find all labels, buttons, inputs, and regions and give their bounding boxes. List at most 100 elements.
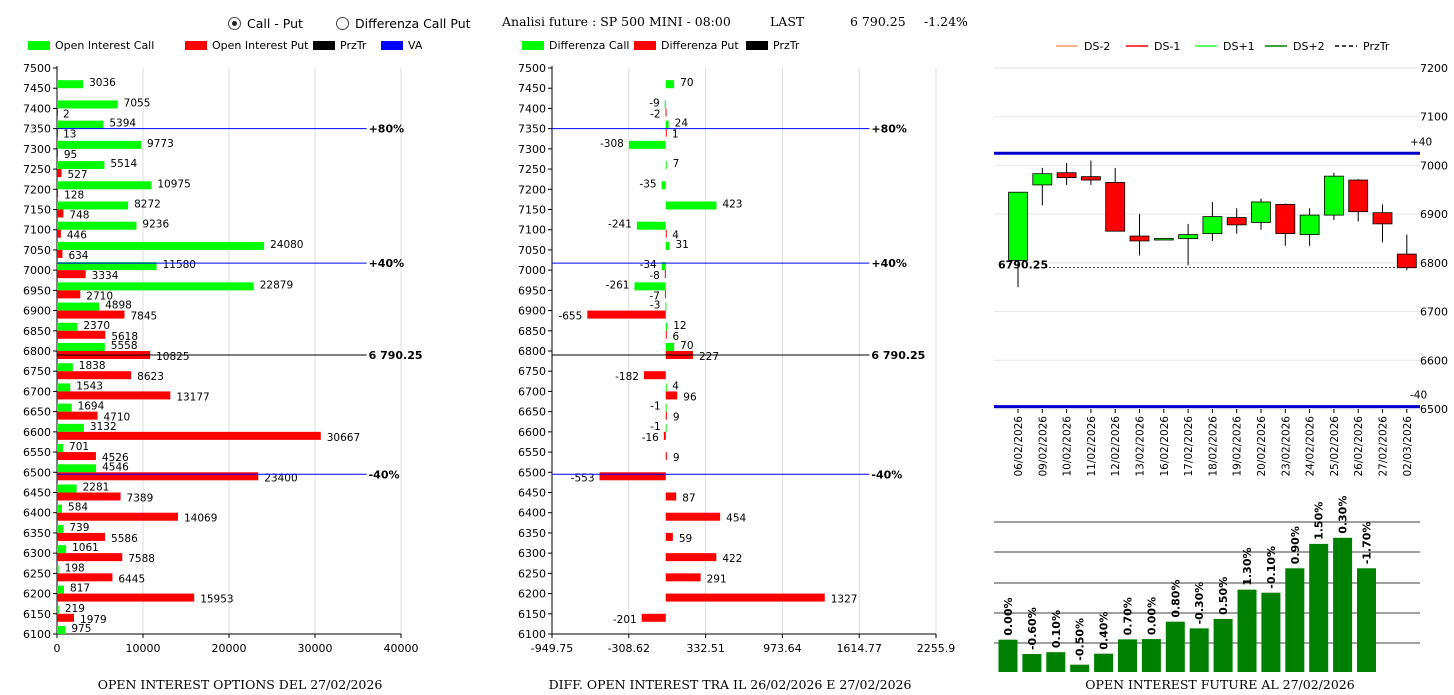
bar-put (57, 310, 125, 319)
bar-call (665, 322, 668, 331)
bar-call-label: 219 (65, 603, 85, 615)
bar-put-label: 95 (64, 149, 77, 161)
chart-title: OPEN INTEREST OPTIONS DEL 27/02/2026 (98, 677, 383, 692)
bar-put (57, 452, 96, 461)
y-tick-label: 7000 (23, 264, 51, 277)
radio-call-put[interactable]: Call - Put (228, 16, 303, 31)
y-tick-label: 6550 (518, 446, 546, 459)
bar-call (665, 343, 675, 351)
candle-body (1372, 212, 1393, 225)
oi-future-label: -0.60% (1026, 607, 1039, 650)
bar-put (57, 148, 58, 157)
bar-call-label: -261 (606, 279, 630, 291)
date-label: 25/02/2026 (1329, 416, 1341, 477)
bar-call (57, 120, 104, 129)
bar-put-label: 7389 (127, 493, 154, 505)
candle-body (1226, 217, 1247, 226)
level-label: -40% (871, 468, 902, 481)
y-tick-label: 7250 (23, 163, 51, 176)
x-tick-label: -308.62 (608, 642, 650, 655)
bar-call-label: 4 (672, 380, 679, 392)
bar-call-label: 7055 (124, 97, 151, 109)
bar-call (57, 343, 105, 351)
bar-put-label: 15953 (200, 594, 233, 606)
bar-put-label: 7845 (130, 311, 157, 323)
level-label: +40% (369, 257, 405, 270)
bar-put (57, 108, 58, 117)
bar-call-label: 739 (69, 522, 89, 534)
date-label: 19/02/2026 (1232, 416, 1244, 477)
legend-label: Differenza Call (549, 39, 629, 52)
bar-put-label: 5618 (111, 331, 138, 343)
bar-put (57, 573, 113, 582)
bar-call-label: -9 (649, 97, 659, 109)
bar-call-label: 4546 (102, 461, 129, 473)
y-tick-label: 7000 (518, 264, 546, 277)
bar-call-label: 24 (675, 118, 689, 130)
radio-differenza[interactable]: Differenza Call Put (336, 16, 471, 31)
bar-put (57, 532, 106, 541)
legend-label: PrzTr (773, 39, 800, 52)
bar-call (57, 241, 265, 250)
bar-put-label: -16 (642, 432, 659, 444)
bar-put (57, 553, 123, 562)
bar-call-label: 12 (673, 320, 686, 332)
bar-call (57, 80, 84, 89)
y-tick-label: 7200 (518, 183, 546, 196)
bar-put-label: 23400 (264, 472, 297, 484)
bar-call-label: 24080 (270, 239, 303, 251)
x-tick-label: 973.64 (763, 642, 802, 655)
y-tick-label: 6750 (518, 365, 546, 378)
bar-put-label: 1979 (80, 614, 107, 626)
y-tick-label: 7250 (518, 163, 546, 176)
oi-future-bar (1237, 589, 1257, 672)
bar-call (57, 221, 137, 230)
y-tick-label: 6200 (23, 588, 51, 601)
candle-body (1056, 172, 1077, 179)
last-label: LAST (770, 14, 805, 29)
bar-call (665, 80, 675, 89)
bar-put-label: 4526 (102, 452, 129, 464)
y-tick-label: 7200 (1420, 62, 1448, 75)
y-tick-label: 6950 (23, 284, 51, 297)
bar-call (634, 282, 666, 291)
level-label: -40% (369, 468, 400, 481)
bar-call (665, 403, 667, 412)
bar-call-label: 1543 (76, 380, 103, 392)
oi-future-label: 0.10% (1050, 610, 1063, 648)
bar-put-label: 3334 (92, 270, 119, 282)
radio-call-put-dot[interactable] (228, 17, 241, 30)
bar-put (587, 310, 666, 319)
bar-put (665, 512, 721, 521)
bar-put-label: 527 (68, 169, 88, 181)
bar-call (57, 161, 105, 170)
candle-body (1348, 179, 1369, 213)
candle-body (1299, 214, 1320, 236)
date-label: 13/02/2026 (1135, 416, 1147, 477)
bar-put (663, 431, 666, 440)
oi-future-bar (998, 639, 1018, 672)
bar-put (665, 411, 667, 420)
y-tick-label: 6150 (518, 608, 546, 621)
bar-call-label: 5394 (109, 118, 136, 130)
y-tick-label: 6800 (518, 345, 546, 358)
y-tick-label: 7150 (23, 204, 51, 217)
chart-title: OPEN INTEREST FUTURE AL 27/02/2026 (1085, 677, 1354, 692)
radio-differenza-dot[interactable] (336, 17, 349, 30)
bar-put-label: -655 (558, 311, 582, 323)
bar-call (57, 545, 67, 554)
bar-call-label: 2370 (83, 320, 110, 332)
y-tick-label: 6250 (23, 567, 51, 580)
bar-put (665, 128, 667, 137)
bar-call (57, 201, 129, 210)
bar-put-label: 96 (683, 391, 697, 403)
bar-put-label: -2 (650, 108, 660, 120)
oi-future-label: 0.00% (1145, 597, 1158, 635)
bar-call-label: 1694 (78, 401, 105, 413)
legend-label: Open Interest Call (55, 39, 154, 52)
bar-call-label: 5558 (111, 340, 138, 352)
oi-future-label: 0.40% (1098, 612, 1111, 650)
oi-future-label: -0.30% (1193, 582, 1206, 625)
oi-future-bar (1094, 653, 1114, 672)
y-tick-label: 6100 (23, 628, 51, 641)
